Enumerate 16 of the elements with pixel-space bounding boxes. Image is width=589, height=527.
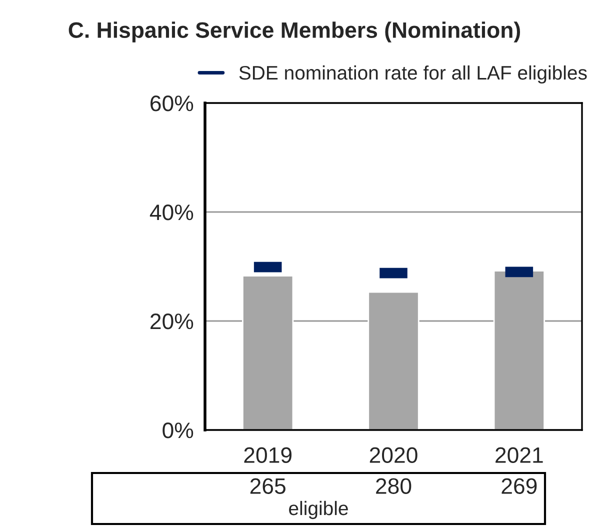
x-tick-label: 2019 bbox=[244, 447, 292, 463]
x-tick-label: 2020 bbox=[370, 447, 418, 463]
text: 265 bbox=[250, 478, 286, 494]
bar bbox=[242, 275, 294, 430]
text: 280 bbox=[376, 478, 412, 494]
bar bbox=[493, 270, 545, 430]
y-tick-label: 40% bbox=[150, 204, 194, 220]
chart-title: C. Hispanic Service Members (Nomination) bbox=[68, 22, 520, 42]
bar bbox=[368, 291, 420, 430]
y-tick-label: 0% bbox=[162, 422, 194, 438]
legend-label: SDE nomination rate for all LAF eligibles bbox=[239, 65, 587, 84]
x-tick-label: 2021 bbox=[496, 447, 543, 463]
y-tick-label: 20% bbox=[150, 314, 194, 330]
text: eligible bbox=[289, 500, 348, 520]
text: 269 bbox=[502, 478, 537, 494]
y-tick-label: 60% bbox=[150, 96, 194, 112]
